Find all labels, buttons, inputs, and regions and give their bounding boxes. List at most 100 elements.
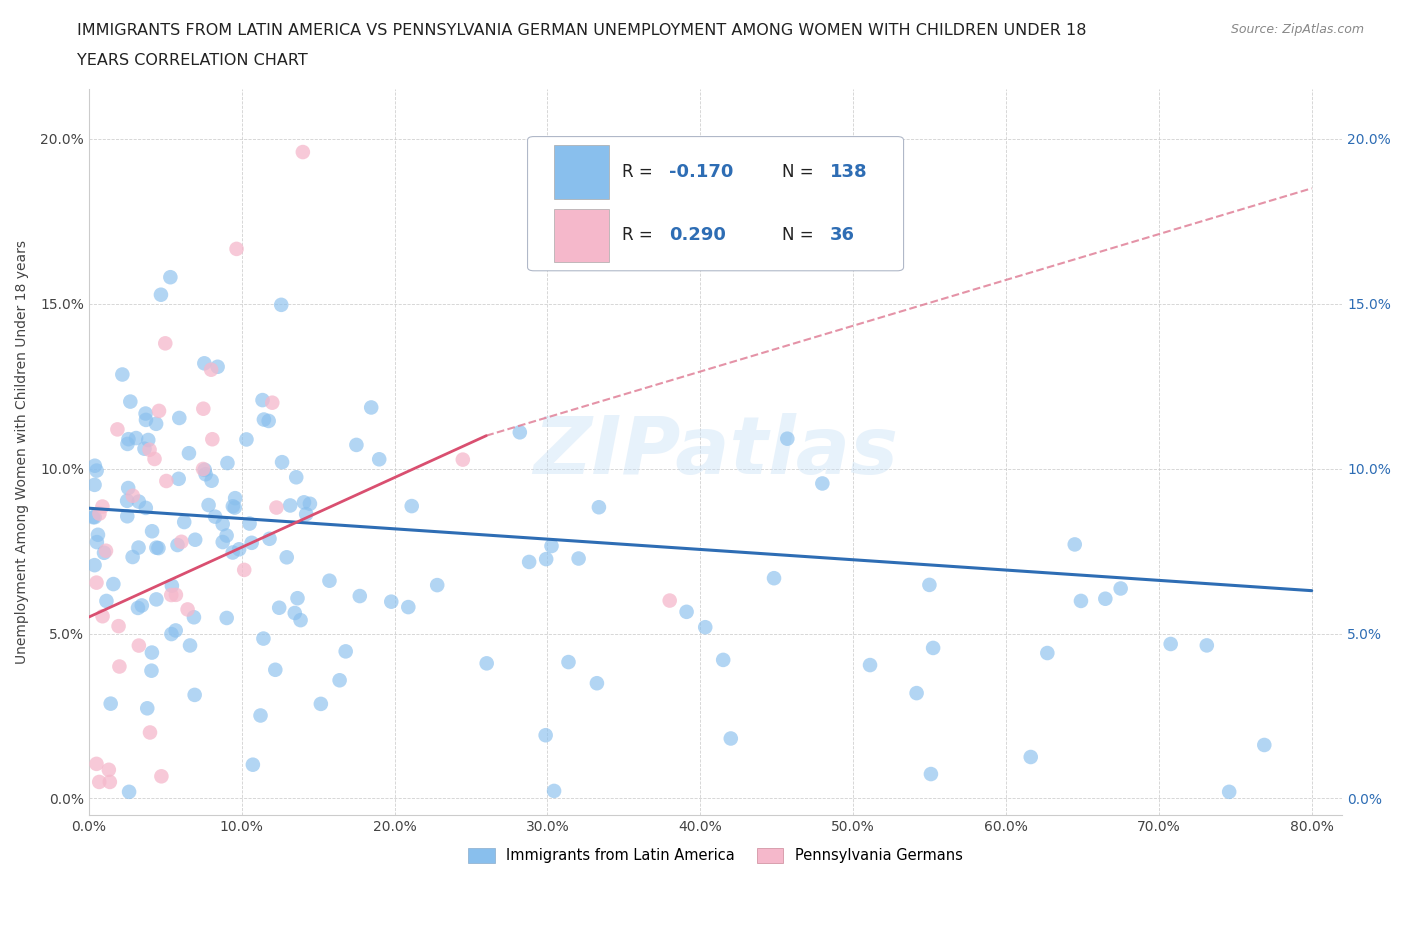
Point: [309, 697, 332, 711]
Point: [271, 455, 294, 470]
Point: [475, 656, 498, 671]
Point: [120, 394, 142, 409]
Point: [276, 550, 298, 565]
Point: [252, 631, 274, 646]
Point: [284, 605, 307, 620]
Point: [194, 462, 217, 477]
Point: [117, 436, 139, 451]
Point: [145, 417, 167, 432]
Point: [96, 593, 118, 608]
Point: [200, 363, 222, 378]
Point: [143, 452, 166, 467]
Point: [149, 287, 172, 302]
Text: R =: R =: [621, 163, 658, 181]
Point: [711, 653, 734, 668]
Point: [1195, 638, 1218, 653]
Point: [540, 538, 562, 553]
Point: [252, 392, 274, 407]
Point: [160, 588, 183, 603]
Point: [215, 610, 238, 625]
Point: [270, 298, 292, 312]
Point: [380, 594, 402, 609]
Text: 0.290: 0.290: [669, 226, 725, 245]
Point: [128, 540, 150, 555]
Point: [103, 577, 125, 591]
Point: [125, 431, 148, 445]
Point: [165, 588, 187, 603]
Point: [259, 531, 281, 546]
Point: [763, 571, 786, 586]
Text: R =: R =: [621, 226, 658, 245]
Point: [179, 638, 201, 653]
Point: [269, 600, 291, 615]
Point: [111, 367, 134, 382]
Point: [290, 613, 312, 628]
Point: [191, 461, 214, 476]
Point: [291, 145, 314, 160]
Point: [177, 445, 200, 460]
Point: [285, 470, 308, 485]
Point: [121, 488, 143, 503]
Point: [426, 578, 449, 592]
Point: [905, 685, 928, 700]
Legend: Immigrants from Latin America, Pennsylvania Germans: Immigrants from Latin America, Pennsylva…: [463, 842, 969, 870]
Point: [228, 542, 250, 557]
Point: [401, 498, 423, 513]
Point: [117, 432, 139, 446]
Point: [83, 477, 105, 492]
Point: [1109, 581, 1132, 596]
Point: [207, 359, 229, 374]
Point: [534, 551, 557, 566]
Point: [121, 550, 143, 565]
Point: [298, 497, 321, 512]
Point: [1094, 591, 1116, 606]
FancyBboxPatch shape: [554, 208, 609, 262]
Point: [295, 507, 318, 522]
Point: [135, 500, 157, 515]
Point: [193, 401, 215, 416]
Point: [253, 412, 276, 427]
Point: [1160, 636, 1182, 651]
Point: [184, 532, 207, 547]
Point: [396, 600, 419, 615]
Point: [128, 494, 150, 509]
Point: [222, 545, 245, 560]
Point: [183, 610, 205, 625]
Point: [217, 456, 239, 471]
Text: Source: ZipAtlas.com: Source: ZipAtlas.com: [1230, 23, 1364, 36]
Point: [91, 499, 114, 514]
Point: [1019, 750, 1042, 764]
Point: [148, 540, 170, 555]
Point: [136, 432, 159, 447]
Point: [141, 524, 163, 538]
Point: [695, 619, 717, 634]
Point: [100, 697, 122, 711]
Point: [335, 644, 357, 658]
Point: [776, 432, 799, 446]
Point: [278, 498, 301, 513]
Point: [128, 638, 150, 653]
Point: [346, 437, 368, 452]
Point: [155, 336, 177, 351]
Point: [89, 506, 111, 521]
Point: [224, 500, 246, 515]
Point: [675, 604, 697, 619]
Point: [139, 725, 162, 740]
Point: [201, 432, 224, 446]
Point: [239, 516, 262, 531]
Point: [222, 498, 245, 513]
Point: [257, 414, 280, 429]
Point: [169, 410, 191, 425]
Point: [194, 467, 217, 482]
Point: [150, 769, 173, 784]
Point: [108, 659, 131, 674]
Point: [87, 527, 110, 542]
Point: [94, 543, 117, 558]
Point: [166, 538, 188, 552]
Point: [211, 535, 233, 550]
Point: [235, 432, 257, 447]
Point: [264, 662, 287, 677]
Text: -0.170: -0.170: [669, 163, 734, 181]
Point: [1070, 593, 1092, 608]
Point: [83, 558, 105, 573]
